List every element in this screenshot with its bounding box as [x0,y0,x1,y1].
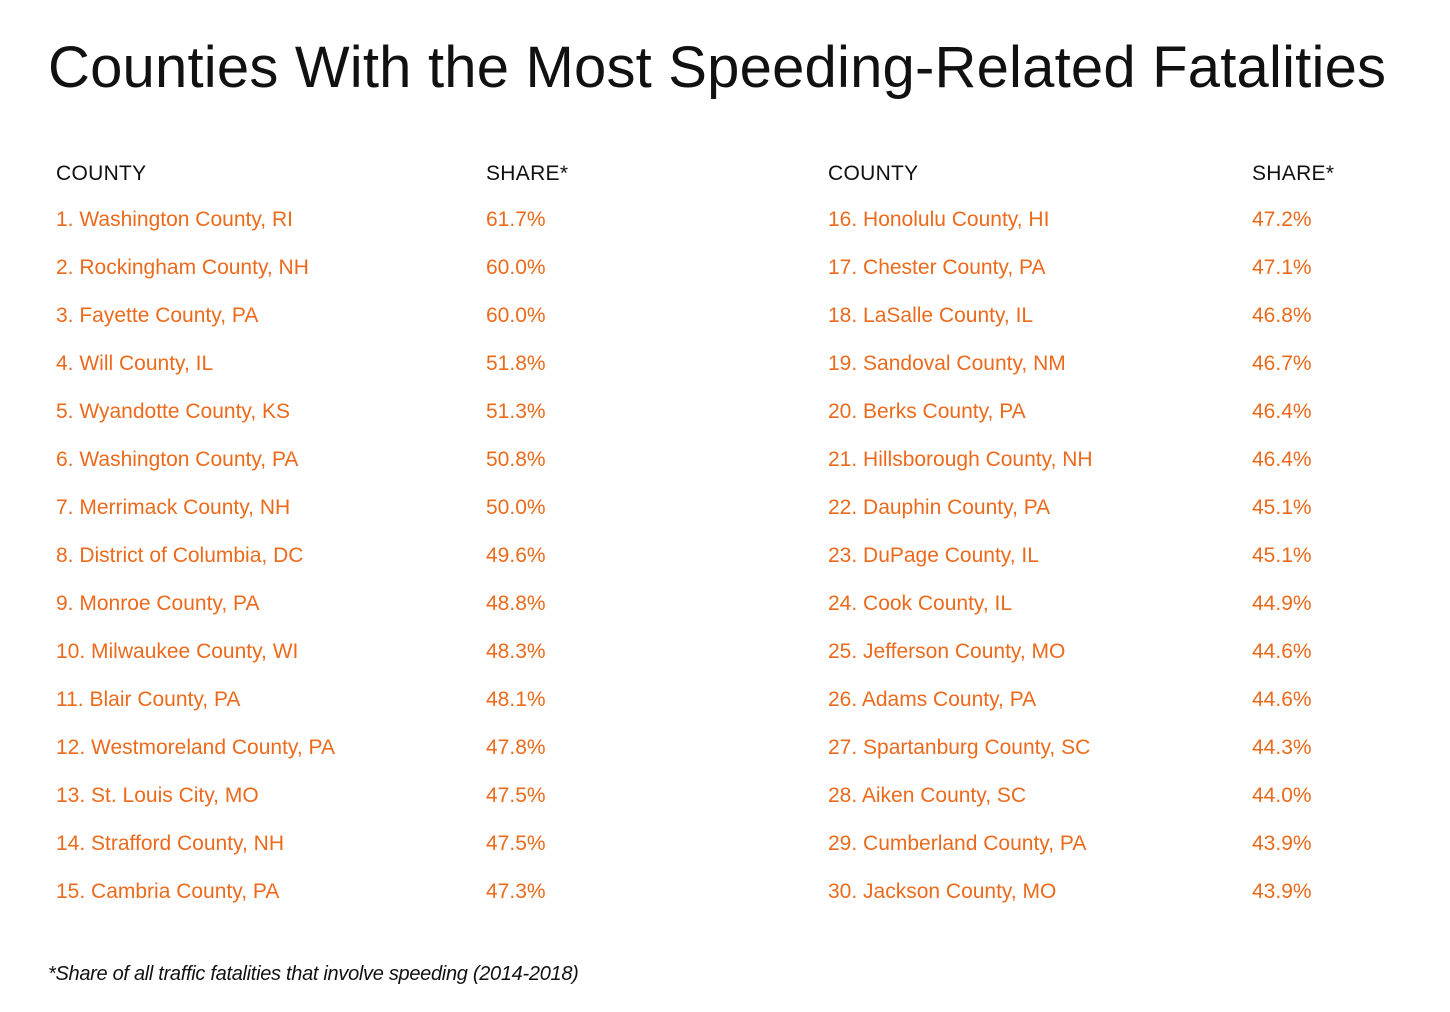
county-name: 29. Cumberland County, PA [828,832,1087,855]
county-name: 7. Merrimack County, NH [56,496,291,519]
county-name: 26. Adams County, PA [828,688,1037,711]
share-value: 61.7% [486,208,546,231]
share-value: 51.3% [486,400,546,423]
county-name: 9. Monroe County, PA [56,592,260,615]
share-value: 43.9% [1252,832,1312,855]
county-name: 23. DuPage County, IL [828,544,1039,567]
county-name: 30. Jackson County, MO [828,880,1057,903]
county-name: 12. Westmoreland County, PA [56,736,335,759]
column-header-county: COUNTY [56,162,147,185]
column-header-share: SHARE* [486,162,569,185]
share-value: 47.5% [486,784,546,807]
county-name: 27. Spartanburg County, SC [828,736,1091,759]
share-value: 45.1% [1252,544,1312,567]
share-value: 60.0% [486,256,546,279]
county-name: 15. Cambria County, PA [56,880,280,903]
county-name: 3. Fayette County, PA [56,304,259,327]
share-value: 47.8% [486,736,546,759]
county-name: 19. Sandoval County, NM [828,352,1066,375]
county-name: 5. Wyandotte County, KS [56,400,291,423]
column-header-share: SHARE* [1252,162,1335,185]
share-value: 46.4% [1252,400,1312,423]
column-header-county: COUNTY [828,162,919,185]
share-value: 50.8% [486,448,546,471]
share-value: 45.1% [1252,496,1312,519]
county-name: 4. Will County, IL [56,352,214,375]
county-name: 22. Dauphin County, PA [828,496,1051,519]
county-name: 24. Cook County, IL [828,592,1013,615]
share-value: 46.4% [1252,448,1312,471]
county-name: 8. District of Columbia, DC [56,544,304,567]
share-value: 47.2% [1252,208,1312,231]
share-value: 49.6% [486,544,546,567]
share-value: 47.3% [486,880,546,903]
share-value: 44.9% [1252,592,1312,615]
share-value: 44.3% [1252,736,1312,759]
county-name: 17. Chester County, PA [828,256,1046,279]
share-value: 60.0% [486,304,546,327]
county-name: 2. Rockingham County, NH [56,256,309,279]
share-value: 48.1% [486,688,546,711]
county-name: 14. Strafford County, NH [56,832,284,855]
county-name: 10. Milwaukee County, WI [56,640,299,663]
share-value: 50.0% [486,496,546,519]
county-name: 21. Hillsborough County, NH [828,448,1093,471]
county-name: 25. Jefferson County, MO [828,640,1066,663]
share-value: 43.9% [1252,880,1312,903]
share-value: 46.7% [1252,352,1312,375]
county-name: 6. Washington County, PA [56,448,299,471]
county-name: 16. Honolulu County, HI [828,208,1050,231]
share-value: 46.8% [1252,304,1312,327]
share-value: 48.3% [486,640,546,663]
page-title: Counties With the Most Speeding-Related … [48,35,1387,100]
county-name: 20. Berks County, PA [828,400,1026,423]
county-name: 11. Blair County, PA [56,688,241,711]
county-name: 1. Washington County, RI [56,208,293,231]
share-value: 44.6% [1252,640,1312,663]
share-value: 48.8% [486,592,546,615]
county-name: 28. Aiken County, SC [828,784,1027,807]
county-name: 13. St. Louis City, MO [56,784,259,807]
share-value: 44.0% [1252,784,1312,807]
share-value: 44.6% [1252,688,1312,711]
share-value: 47.1% [1252,256,1312,279]
share-value: 51.8% [486,352,546,375]
county-name: 18. LaSalle County, IL [828,304,1034,327]
footnote: *Share of all traffic fatalities that in… [48,963,579,985]
share-value: 47.5% [486,832,546,855]
